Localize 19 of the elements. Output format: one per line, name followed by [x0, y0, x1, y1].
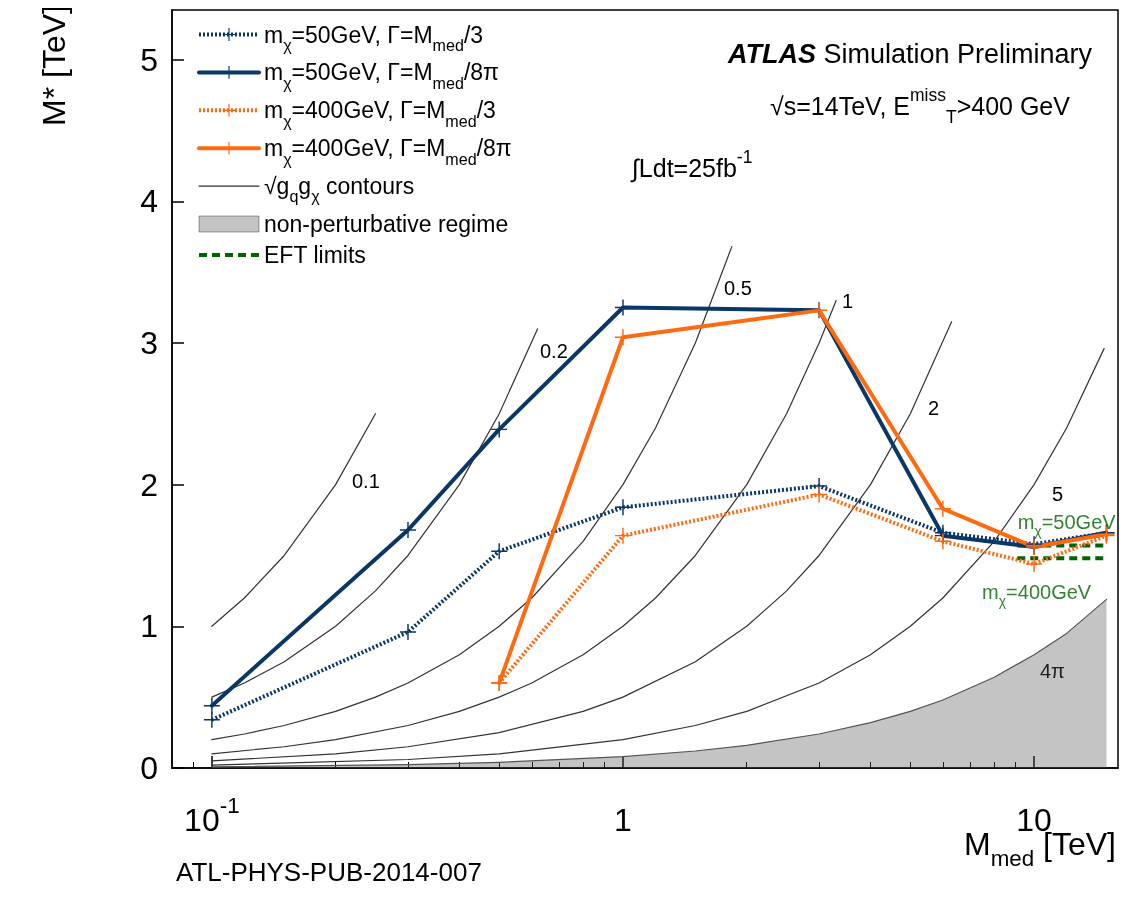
text: ATLAS Simulation Preliminary — [726, 38, 1093, 69]
legend-label: non-perturbative regime — [264, 211, 509, 237]
y-axis-title: M* [TeV] — [35, 5, 72, 126]
annotation: 5 — [1052, 483, 1064, 505]
annotation: 0.2 — [540, 340, 568, 362]
y-tick-label: 0 — [140, 750, 158, 786]
annotation: 0.5 — [724, 277, 752, 299]
text: ATL-PHYS-PUB-2014-007 — [176, 856, 482, 887]
y-tick-label: 2 — [140, 466, 158, 503]
annotation: 1 — [842, 290, 854, 312]
annotation: 2 — [928, 397, 940, 419]
annotation: 0.1 — [352, 470, 380, 492]
y-tick-label: 5 — [140, 41, 158, 78]
legend-label: EFT limits — [264, 242, 366, 268]
y-tick-label: 1 — [140, 608, 158, 645]
y-tick-label: 4 — [140, 183, 158, 220]
x-tick-label: 1 — [614, 801, 632, 838]
annotation: 4π — [1040, 660, 1065, 682]
y-tick-label: 3 — [140, 324, 158, 361]
